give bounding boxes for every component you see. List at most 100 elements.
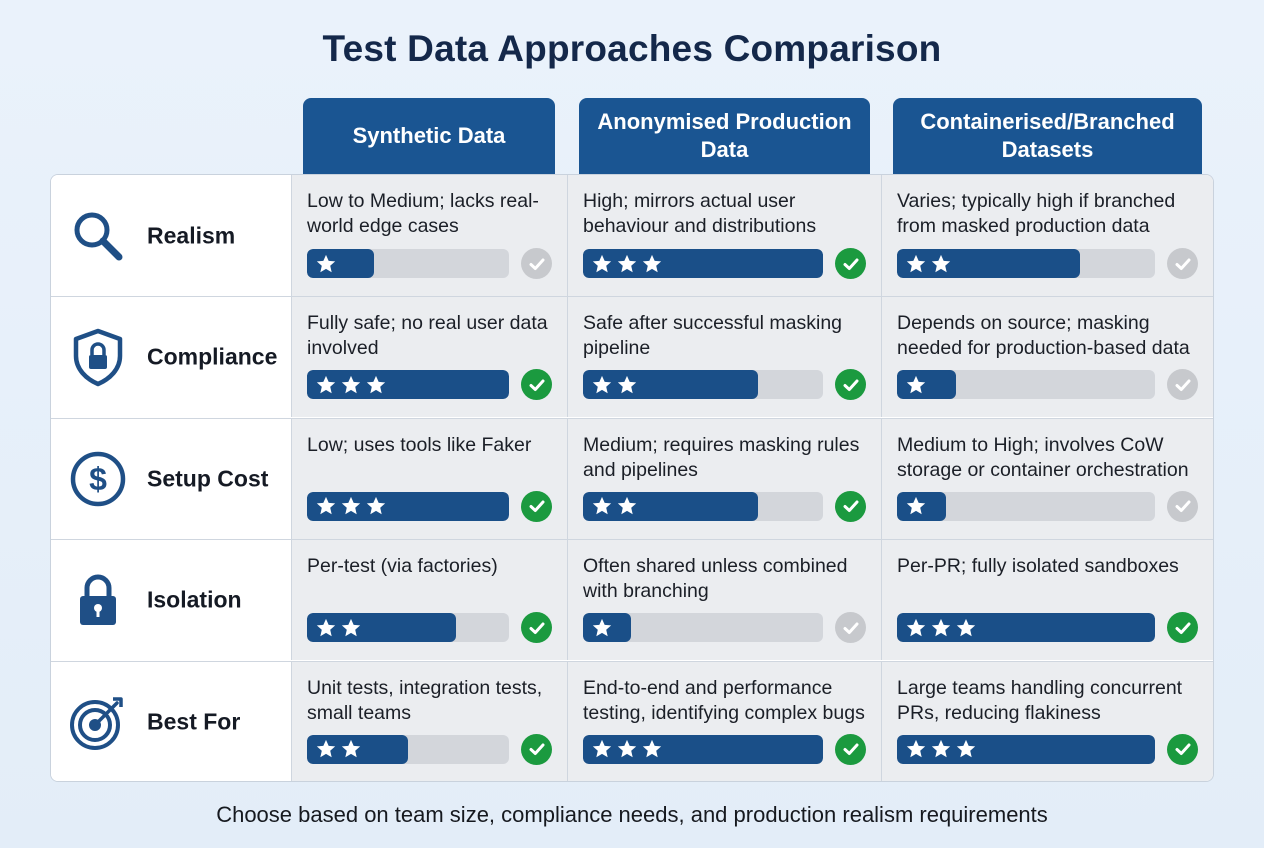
rating-bar	[583, 613, 823, 643]
rating-bar-fill	[307, 249, 374, 278]
cell: Low; uses tools like Faker	[291, 418, 567, 539]
star-icon	[905, 495, 927, 517]
star-rating	[591, 735, 663, 764]
star-rating	[315, 735, 362, 764]
cell: End-to-end and performance testing, iden…	[567, 661, 881, 781]
cell: Safe after successful masking pipeline	[567, 297, 881, 418]
row-realism: Realism Low to Medium; lacks real-world e…	[51, 175, 1213, 296]
star-icon	[616, 738, 638, 760]
rating-bar-fill	[307, 491, 509, 521]
rating-bar	[897, 734, 1155, 764]
star-icon	[616, 374, 638, 396]
star-icon	[340, 617, 362, 639]
cell: Unit tests, integration tests, small tea…	[291, 661, 567, 781]
star-icon	[930, 253, 952, 275]
rating-bar	[583, 734, 823, 764]
check-inactive-icon	[521, 248, 552, 279]
rating-bar	[307, 491, 509, 521]
star-rating	[315, 613, 362, 642]
row-setup-cost: $ Setup Cost Low; uses tools like Faker Med…	[51, 417, 1213, 539]
star-icon	[315, 374, 337, 396]
star-rating	[315, 492, 387, 521]
cell: Low to Medium; lacks real-world edge cas…	[291, 175, 567, 296]
rating-bar-fill	[583, 491, 758, 521]
star-icon	[930, 738, 952, 760]
check-icon	[1167, 612, 1198, 644]
rating-bar	[307, 249, 509, 278]
row-label: Setup Cost	[147, 465, 269, 492]
rating-bar	[897, 370, 1155, 400]
rating-bar	[583, 370, 823, 400]
star-icon	[905, 253, 927, 275]
padlock-icon	[67, 569, 129, 631]
check-inactive-icon	[1167, 490, 1198, 522]
row-label: Isolation	[147, 586, 242, 613]
shield-lock-icon	[67, 326, 129, 388]
cell-description: Fully safe; no real user data involved	[307, 312, 548, 360]
cell-description: Low to Medium; lacks real-world edge cas…	[307, 190, 539, 237]
rating-bar-fill	[583, 370, 758, 400]
star-icon	[315, 495, 337, 517]
cell-description: Per-test (via factories)	[307, 555, 498, 578]
star-icon	[365, 495, 387, 517]
star-icon	[591, 617, 613, 639]
rating-bar	[897, 613, 1155, 643]
magnifier-icon	[67, 205, 129, 267]
star-icon	[315, 617, 337, 639]
footer-note: Choose based on team size, compliance ne…	[216, 802, 1048, 827]
row-compliance: Compliance Fully safe; no real user data …	[51, 296, 1213, 418]
star-rating	[591, 492, 638, 521]
star-icon	[365, 374, 387, 396]
star-icon	[340, 495, 362, 517]
star-rating	[591, 370, 638, 399]
check-icon	[521, 733, 552, 765]
star-icon	[905, 738, 927, 760]
star-rating	[905, 492, 927, 521]
check-icon	[521, 369, 552, 401]
star-icon	[641, 738, 663, 760]
cell: Medium; requires masking rules and pipel…	[567, 418, 881, 539]
cell: High; mirrors actual user behaviour and …	[567, 175, 881, 296]
cell: Medium to High; involves CoW storage or …	[881, 418, 1213, 539]
star-icon	[591, 738, 613, 760]
row-best-for: Best For Unit tests, integration tests, s…	[51, 660, 1213, 781]
check-icon	[521, 612, 552, 644]
star-icon	[591, 253, 613, 275]
column-header-containerised-branched-datasets: Containerised/Branched Datasets	[893, 98, 1202, 174]
check-icon	[835, 490, 866, 522]
cell: Often shared unless combined with branch…	[567, 540, 881, 661]
rating-bar-fill	[897, 249, 1080, 278]
star-rating	[905, 735, 977, 764]
row-label-cell: Best For	[51, 661, 291, 781]
row-label: Realism	[147, 222, 236, 248]
cell: Varies; typically high if branched from …	[881, 175, 1213, 296]
check-icon	[835, 369, 866, 401]
check-inactive-icon	[1167, 369, 1198, 401]
star-icon	[616, 253, 638, 275]
row-isolation: Isolation Per-test (via factories) Often s…	[51, 539, 1213, 661]
cell: Per-PR; fully isolated sandboxes	[881, 540, 1213, 661]
rating-bar-fill	[307, 370, 509, 400]
cell-description: Depends on source; masking needed for pr…	[897, 312, 1190, 360]
cell-description: Medium to High; involves CoW storage or …	[897, 433, 1189, 481]
dollar-icon: $	[67, 448, 129, 510]
check-icon	[1167, 733, 1198, 765]
target-icon	[67, 691, 129, 753]
star-icon	[340, 738, 362, 760]
star-icon	[315, 253, 337, 275]
star-icon	[315, 738, 337, 760]
check-inactive-icon	[1167, 248, 1198, 279]
rating-bar	[307, 370, 509, 400]
rating-bar	[307, 734, 509, 764]
cell-description: Medium; requires masking rules and pipel…	[583, 433, 860, 481]
star-rating	[591, 249, 663, 278]
cell: Fully safe; no real user data involved	[291, 297, 567, 418]
star-rating	[591, 613, 613, 642]
page-title: Test Data Approaches Comparison	[322, 28, 942, 69]
row-label-cell: Isolation	[51, 540, 291, 661]
star-icon	[591, 374, 613, 396]
row-label: Compliance	[147, 343, 278, 370]
star-icon	[641, 253, 663, 275]
star-icon	[905, 374, 927, 396]
rating-bar	[583, 491, 823, 521]
